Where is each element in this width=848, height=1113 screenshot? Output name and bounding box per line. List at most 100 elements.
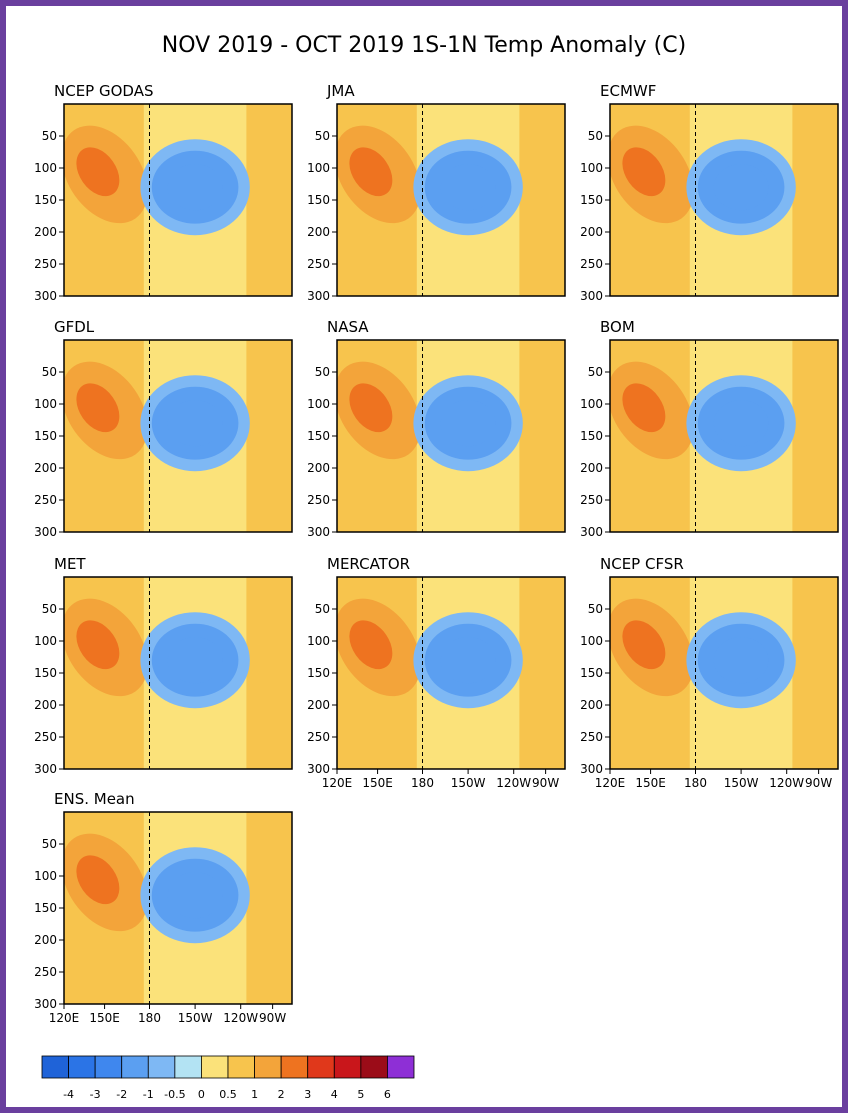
x-tick-label: 90W <box>259 1011 286 1025</box>
panel-title: BOM <box>600 318 635 336</box>
y-tick-label: 150 <box>307 429 330 443</box>
east-inner <box>0 123 9 150</box>
y-tick-label: 300 <box>580 762 603 776</box>
east-mid <box>0 111 16 161</box>
y-tick-label: 300 <box>307 762 330 776</box>
x-tick-label: 120W <box>223 1011 258 1025</box>
cold-inner <box>440 164 496 211</box>
west-warm-inner <box>76 855 120 905</box>
y-tick-label: 300 <box>34 997 57 1011</box>
y-tick-label: 300 <box>307 525 330 539</box>
colorbar-label: 0.5 <box>219 1088 237 1101</box>
x-tick-label: 120E <box>49 1011 80 1025</box>
west-warm-inner <box>622 383 666 433</box>
east-mid <box>0 347 16 397</box>
east-inner <box>0 596 9 623</box>
y-tick-label: 250 <box>307 730 330 744</box>
cold-inner <box>167 872 223 919</box>
y-tick-label: 150 <box>580 193 603 207</box>
colorbar-swatch <box>201 1055 229 1079</box>
cold-inner <box>440 637 496 684</box>
x-tick-label: 90W <box>532 776 559 790</box>
y-tick-label: 100 <box>307 634 330 648</box>
y-tick-label: 300 <box>34 289 57 303</box>
y-tick-label: 100 <box>307 397 330 411</box>
y-tick-label: 200 <box>580 225 603 239</box>
panel-field <box>0 334 838 532</box>
colorbar-swatch <box>280 1055 309 1079</box>
east-outer <box>0 806 23 883</box>
panel-field <box>0 98 292 296</box>
east-outer <box>0 98 23 175</box>
panel-title: NASA <box>327 318 369 336</box>
y-tick-label: 250 <box>580 493 603 507</box>
y-tick-label: 100 <box>307 161 330 175</box>
east-outer <box>0 98 23 175</box>
x-tick-label: 180 <box>684 776 707 790</box>
east-outer <box>0 334 23 411</box>
cold-inner <box>167 400 223 447</box>
deep-band <box>696 459 811 532</box>
y-tick-label: 50 <box>42 602 57 616</box>
y-tick-label: 150 <box>307 193 330 207</box>
panel: ECMWF 50 100 150 200 250 300 <box>0 82 839 303</box>
panel-field <box>0 98 838 296</box>
east-warm-field <box>519 104 565 296</box>
west-warm-inner <box>622 620 666 670</box>
y-tick-label: 250 <box>34 257 57 271</box>
colorbar-swatch <box>121 1055 149 1079</box>
colorbar-label: -1 <box>143 1088 154 1101</box>
east-warm-field <box>519 340 565 532</box>
east-warm-field <box>246 577 292 769</box>
y-tick-label: 50 <box>315 602 330 616</box>
east-warm-field <box>246 340 292 532</box>
panel-title: NCEP GODAS <box>54 82 154 100</box>
y-tick-label: 300 <box>34 525 57 539</box>
cold-inner <box>440 400 496 447</box>
y-tick-label: 100 <box>580 161 603 175</box>
x-tick-label: 90W <box>805 776 832 790</box>
colorbar-label: 2 <box>278 1088 285 1101</box>
y-tick-label: 150 <box>580 666 603 680</box>
panel-title: ECMWF <box>600 82 656 100</box>
colorbar-label: 3 <box>304 1088 311 1101</box>
y-tick-label: 200 <box>307 698 330 712</box>
x-tick-label: 150E <box>635 776 666 790</box>
east-inner <box>0 831 9 858</box>
east-warm-field <box>246 812 292 1004</box>
y-tick-label: 200 <box>307 225 330 239</box>
y-tick-label: 250 <box>34 730 57 744</box>
east-mid <box>0 347 16 397</box>
x-tick-label: 120E <box>595 776 626 790</box>
y-tick-label: 100 <box>34 869 57 883</box>
east-warm-field <box>792 104 838 296</box>
deep-band <box>423 223 538 296</box>
colorbar-swatch <box>94 1055 123 1079</box>
y-tick-label: 200 <box>580 698 603 712</box>
east-inner <box>0 596 9 623</box>
colorbar-swatch <box>387 1055 415 1079</box>
y-tick-label: 50 <box>315 365 330 379</box>
cold-inner <box>167 637 223 684</box>
panel: MET 50 100 150 200 250 300 <box>0 555 293 776</box>
east-inner <box>0 359 9 386</box>
colorbar-swatch <box>307 1055 335 1079</box>
east-outer <box>0 98 23 175</box>
east-inner <box>0 359 9 386</box>
y-tick-label: 150 <box>307 666 330 680</box>
x-tick-label: 120W <box>496 776 531 790</box>
colorbar-label: 0 <box>198 1088 205 1101</box>
panel-title: JMA <box>326 82 355 100</box>
east-warm-field <box>246 104 292 296</box>
x-tick-label: 150W <box>178 1011 213 1025</box>
panel-field <box>0 806 292 1004</box>
y-tick-label: 250 <box>307 257 330 271</box>
east-inner <box>0 596 9 623</box>
colorbar-swatch <box>174 1055 202 1079</box>
colorbar-label: 4 <box>331 1088 338 1101</box>
y-tick-label: 50 <box>588 129 603 143</box>
panel-title: MET <box>54 555 86 573</box>
east-mid <box>0 347 16 397</box>
east-warm-field <box>792 340 838 532</box>
